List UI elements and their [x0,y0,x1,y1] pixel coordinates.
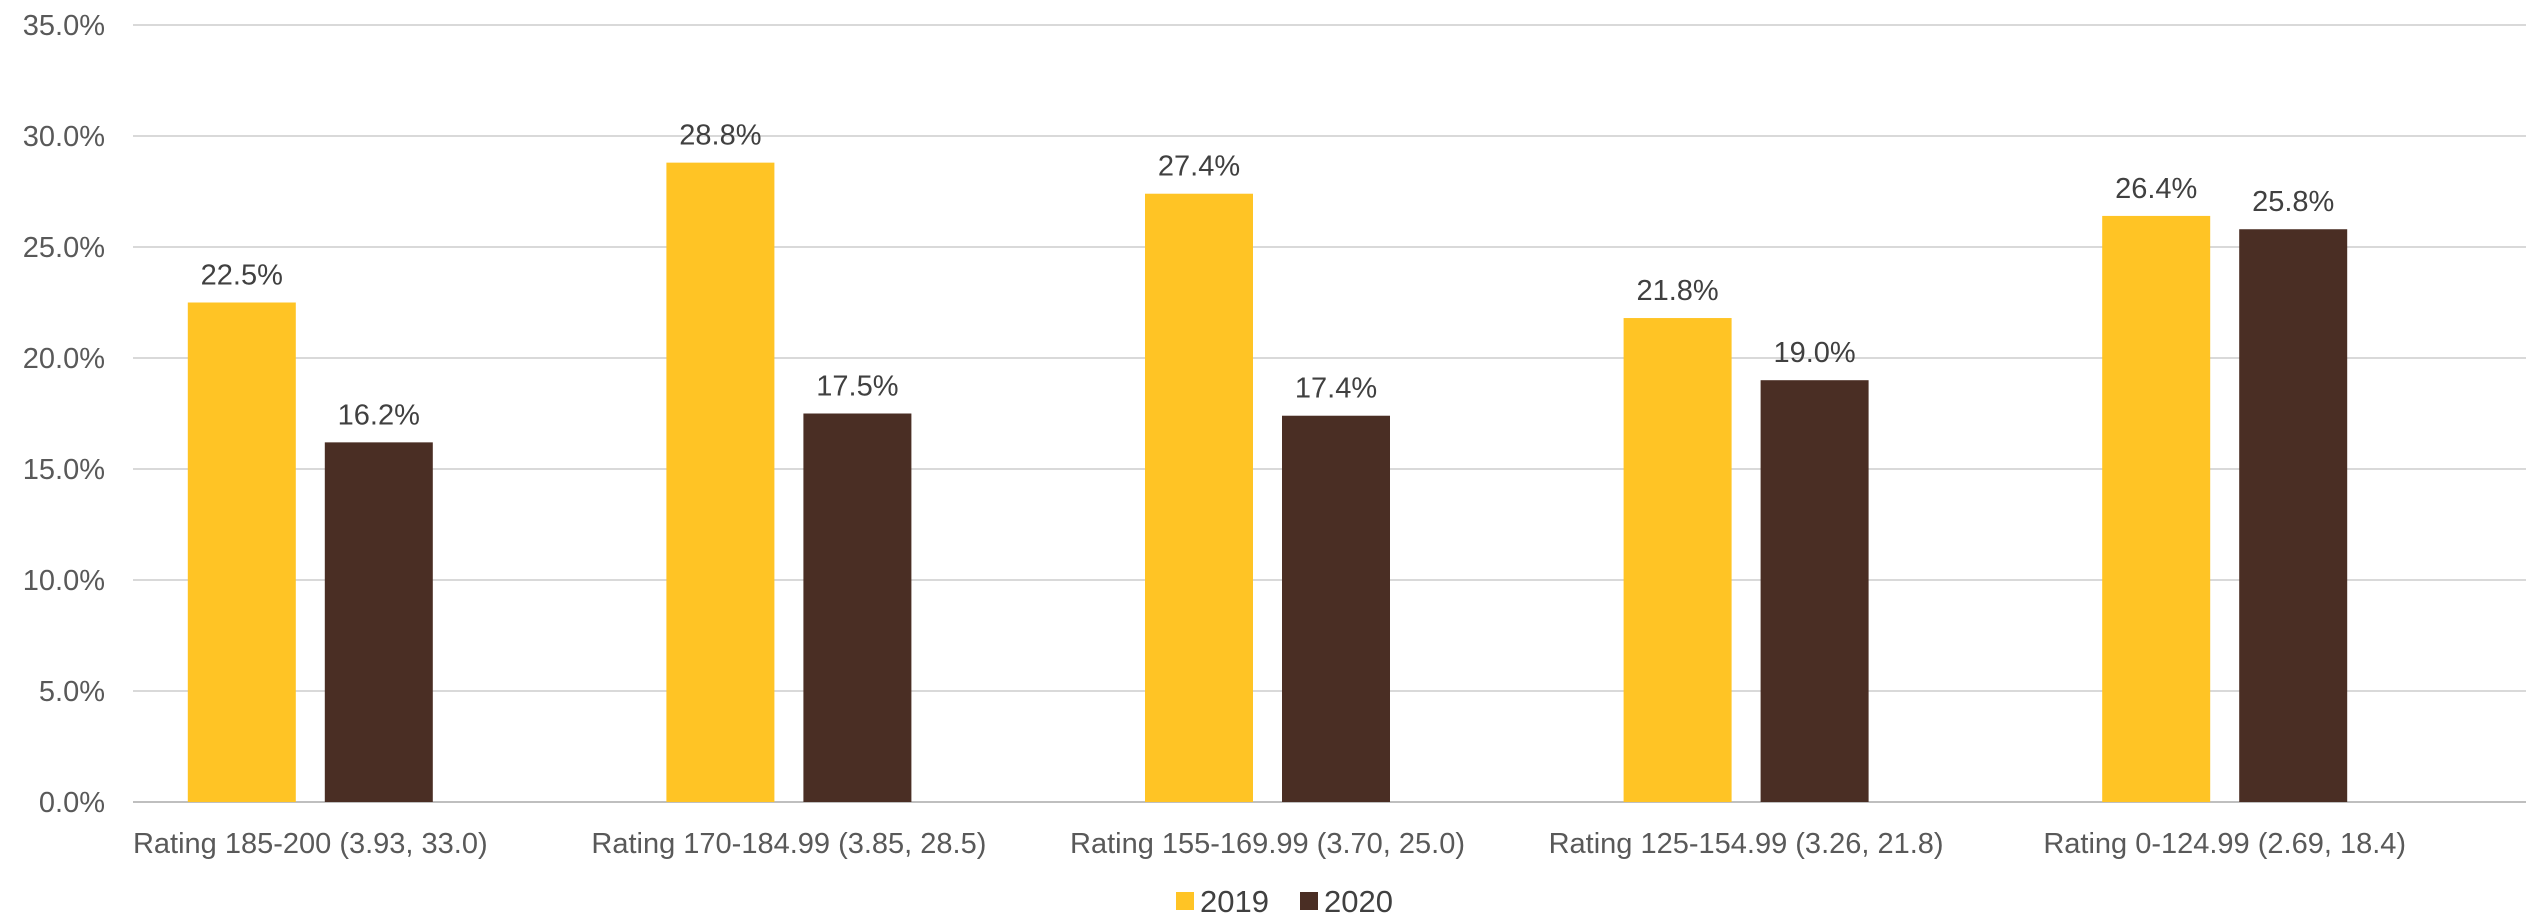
data-label: 16.2% [338,399,420,431]
x-tick-label: Rating 125-154.99 (3.26, 21.8) [1549,828,1944,860]
bar-2019 [1623,318,1732,802]
y-axis: 0.0% 5.0% 10.0% 15.0% 20.0% 25.0% 30.0% 35.0% [23,10,105,819]
x-tick-label: Rating 155-169.99 (3.70, 25.0) [1070,828,1465,860]
y-tick-label: 30.0% [23,121,105,153]
y-tick-label: 5.0% [39,676,105,708]
legend-swatch-2020 [1300,892,1318,910]
bar-2019 [1145,193,1253,803]
data-label: 21.8% [1636,275,1718,307]
legend-swatch-2019 [1176,892,1194,910]
bar-2019 [187,302,296,802]
y-tick-label: 35.0% [23,10,105,42]
data-label: 26.4% [2115,173,2197,205]
y-tick-label: 0.0% [39,787,105,819]
data-label: 17.5% [816,371,898,403]
bar-2020 [2239,229,2348,803]
x-tick-label: Rating 185-200 (3.93, 33.0) [133,828,488,860]
data-label: 22.5% [201,260,283,292]
data-label: 28.8% [679,120,761,152]
bar-2020 [324,442,433,802]
data-label: 25.8% [2252,186,2334,218]
legend-label: 2019 [1200,884,1269,916]
x-axis: Rating 185-200 (3.93, 33.0) Rating 170-18… [133,828,2406,860]
bars [187,162,2348,803]
x-tick-label: Rating 170-184.99 (3.85, 28.5) [591,828,986,860]
y-tick-label: 25.0% [23,232,105,264]
data-label: 27.4% [1158,151,1240,183]
data-labels: 22.5% 16.2% 28.8% 17.5% 27.4% 17.4% 21.8% 19.0%… [201,120,2335,432]
bar-2020 [1760,380,1869,802]
data-label: 19.0% [1773,337,1855,369]
y-tick-label: 20.0% [23,343,105,375]
bar-2019 [666,162,775,802]
bar-2020 [803,413,912,802]
data-label: 17.4% [1295,373,1377,405]
legend-label: 2020 [1324,884,1393,916]
bar-2019 [2102,215,2211,803]
legend: 2019 2020 [1176,884,1393,916]
y-tick-label: 15.0% [23,454,105,486]
x-tick-label: Rating 0-124.99 (2.69, 18.4) [2043,828,2406,860]
y-tick-label: 10.0% [23,565,105,597]
bar-2020 [1282,415,1390,802]
